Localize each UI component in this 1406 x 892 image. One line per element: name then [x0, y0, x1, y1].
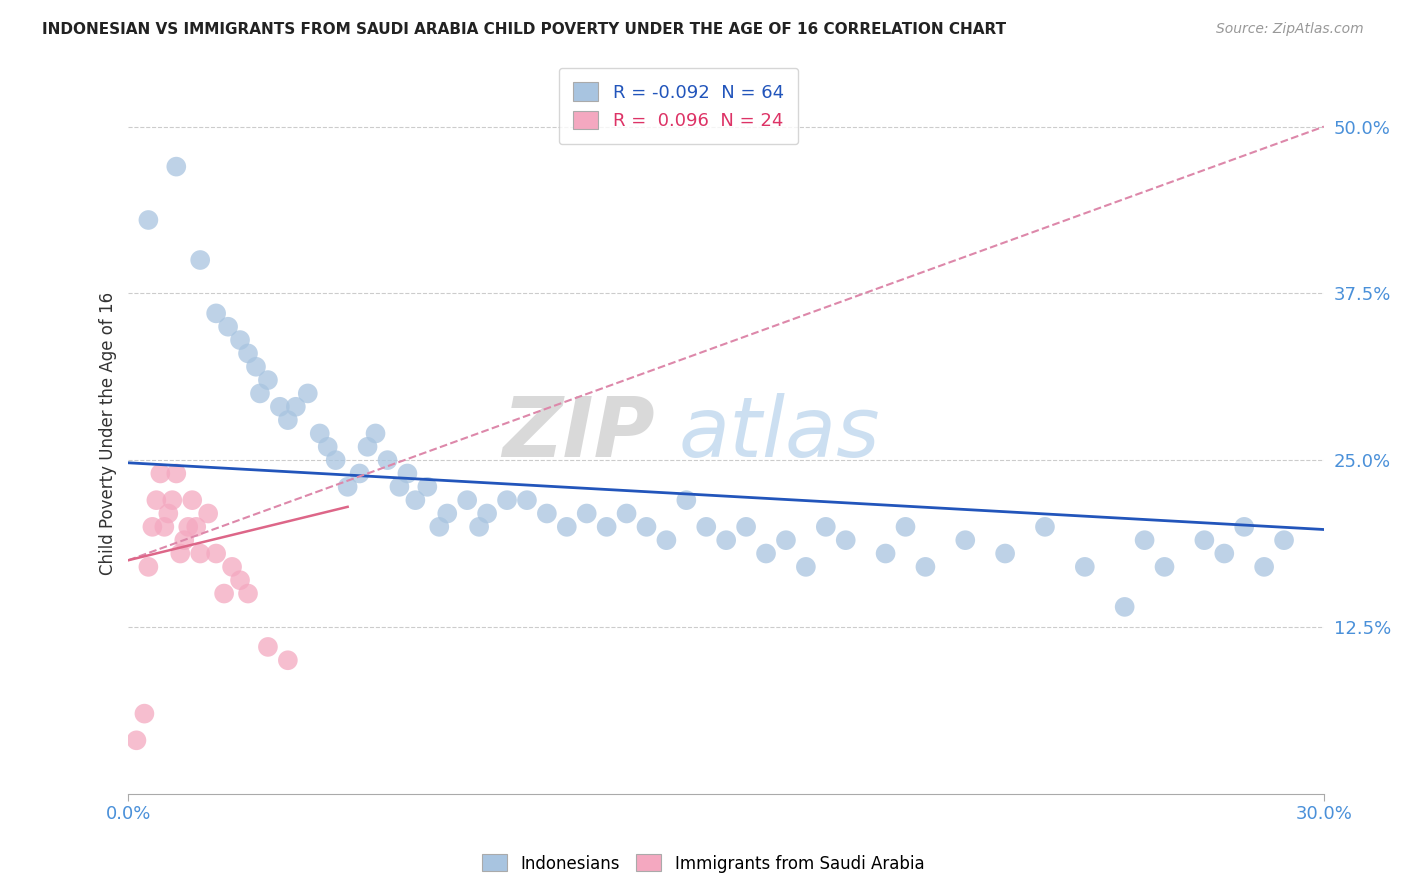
Point [186, 520, 208, 534]
Point [162, 493, 184, 508]
Point [217, 319, 239, 334]
Point [555, 520, 578, 534]
Point [308, 426, 330, 441]
Point [277, 413, 299, 427]
Point [427, 520, 450, 534]
Point [277, 653, 299, 667]
Point [173, 533, 195, 548]
Point [835, 533, 858, 548]
Point [536, 507, 558, 521]
Point [188, 547, 211, 561]
Point [1074, 560, 1097, 574]
Point [257, 373, 280, 387]
Point [388, 480, 411, 494]
Point [165, 467, 187, 481]
Point [249, 386, 271, 401]
Text: INDONESIAN VS IMMIGRANTS FROM SAUDI ARABIA CHILD POVERTY UNDER THE AGE OF 16 COR: INDONESIAN VS IMMIGRANTS FROM SAUDI ARAB… [42, 22, 1007, 37]
Point [1233, 520, 1256, 534]
Point [145, 493, 167, 508]
Point [655, 533, 678, 548]
Point [404, 493, 426, 508]
Point [221, 560, 243, 574]
Point [775, 533, 797, 548]
Point [316, 440, 339, 454]
Point [1133, 533, 1156, 548]
Legend: Indonesians, Immigrants from Saudi Arabia: Indonesians, Immigrants from Saudi Arabi… [475, 847, 931, 880]
Point [141, 520, 163, 534]
Point [205, 547, 228, 561]
Text: Source: ZipAtlas.com: Source: ZipAtlas.com [1216, 22, 1364, 37]
Point [516, 493, 538, 508]
Point [245, 359, 267, 374]
Point [212, 586, 235, 600]
Y-axis label: Child Poverty Under the Age of 16: Child Poverty Under the Age of 16 [100, 292, 117, 575]
Point [695, 520, 717, 534]
Point [496, 493, 519, 508]
Point [1114, 599, 1136, 614]
Point [205, 306, 228, 320]
Point [236, 586, 259, 600]
Point [297, 386, 319, 401]
Point [1033, 520, 1056, 534]
Point [377, 453, 399, 467]
Point [169, 547, 191, 561]
Point [257, 640, 280, 654]
Point [188, 252, 211, 267]
Legend: R = -0.092  N = 64, R =  0.096  N = 24: R = -0.092 N = 64, R = 0.096 N = 24 [558, 68, 799, 145]
Point [1253, 560, 1275, 574]
Point [349, 467, 371, 481]
Point [714, 533, 737, 548]
Point [1153, 560, 1175, 574]
Text: atlas: atlas [678, 393, 880, 474]
Point [675, 493, 697, 508]
Point [197, 507, 219, 521]
Point [356, 440, 378, 454]
Point [181, 493, 204, 508]
Point [1272, 533, 1295, 548]
Point [138, 213, 160, 227]
Point [229, 573, 252, 587]
Point [134, 706, 156, 721]
Point [269, 400, 291, 414]
Point [575, 507, 598, 521]
Point [735, 520, 758, 534]
Point [284, 400, 307, 414]
Point [396, 467, 419, 481]
Point [814, 520, 837, 534]
Point [1194, 533, 1216, 548]
Point [1213, 547, 1236, 561]
Point [914, 560, 936, 574]
Point [636, 520, 658, 534]
Point [595, 520, 617, 534]
Point [755, 547, 778, 561]
Point [794, 560, 817, 574]
Point [616, 507, 638, 521]
Point [325, 453, 347, 467]
Point [138, 560, 160, 574]
Point [994, 547, 1017, 561]
Point [229, 333, 252, 347]
Point [416, 480, 439, 494]
Point [125, 733, 148, 747]
Point [153, 520, 176, 534]
Point [475, 507, 498, 521]
Point [336, 480, 359, 494]
Point [149, 467, 172, 481]
Point [436, 507, 458, 521]
Point [955, 533, 977, 548]
Point [236, 346, 259, 360]
Point [894, 520, 917, 534]
Point [157, 507, 180, 521]
Point [364, 426, 387, 441]
Text: ZIP: ZIP [502, 393, 654, 474]
Point [177, 520, 200, 534]
Point [468, 520, 491, 534]
Point [456, 493, 478, 508]
Point [875, 547, 897, 561]
Point [165, 160, 187, 174]
